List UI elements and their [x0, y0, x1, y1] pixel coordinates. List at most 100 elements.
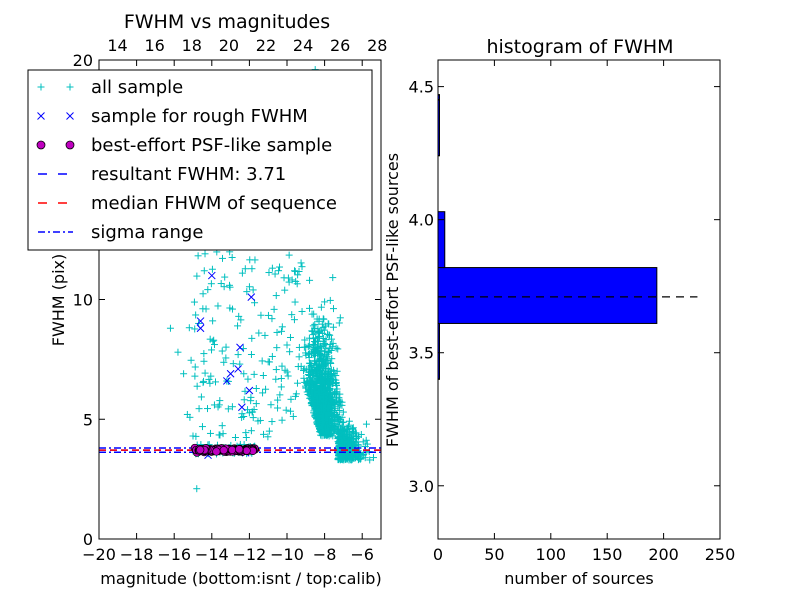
all-sample-point	[243, 288, 251, 296]
all-sample-point	[218, 422, 226, 430]
all-sample-point	[336, 425, 344, 433]
psf-like-point	[227, 445, 237, 455]
all-sample-point	[350, 429, 358, 437]
all-sample-point	[262, 385, 270, 393]
all-sample-point	[286, 333, 294, 341]
all-sample-point	[191, 372, 199, 380]
all-sample-point	[208, 265, 216, 273]
all-sample-point	[278, 362, 286, 370]
all-sample-point	[251, 256, 259, 264]
legend: all sample sample for rough FWHM best-effo…	[27, 69, 373, 251]
all-sample-point	[193, 382, 201, 390]
all-sample-point	[268, 418, 276, 426]
all-sample-point	[346, 449, 354, 457]
all-sample-point	[195, 405, 203, 413]
all-sample-point	[309, 399, 317, 407]
all-sample-point	[292, 277, 300, 285]
all-sample-point	[321, 426, 329, 434]
all-sample-point	[228, 253, 236, 261]
all-sample-point	[215, 431, 223, 439]
all-sample-point	[316, 428, 324, 436]
all-sample-point	[305, 388, 313, 396]
rough-fwhm-point	[245, 386, 254, 395]
all-sample-point	[249, 408, 257, 416]
scatter-top-tick-label: 16	[144, 36, 164, 55]
all-sample-point	[210, 401, 218, 409]
all-sample-point	[198, 423, 206, 431]
all-sample-point	[204, 286, 212, 294]
all-sample-point	[338, 398, 346, 406]
scatter-x-tick-label: −16	[157, 545, 191, 564]
rough-fwhm-point	[236, 343, 244, 352]
scatter-top-tick-label: 26	[330, 36, 350, 55]
all-sample-point	[261, 331, 269, 339]
all-sample-point	[220, 283, 228, 291]
all-sample-point	[329, 323, 337, 331]
all-sample-point	[247, 350, 255, 358]
all-sample-point	[321, 379, 329, 387]
all-sample-point	[207, 372, 215, 380]
all-sample-point	[335, 319, 343, 327]
all-sample-point	[193, 272, 201, 280]
legend-marker	[65, 140, 75, 150]
histogram-axes: histogram of FWHM 0 50 100 150 200 250 3.0 3.5…	[383, 36, 735, 588]
all-sample-point	[289, 412, 297, 420]
all-sample-point	[207, 280, 215, 288]
histogram-x-tick-label: 50	[484, 545, 504, 564]
all-sample-point	[249, 286, 257, 294]
all-sample-point	[259, 372, 267, 380]
all-sample-point	[248, 265, 256, 273]
all-sample-point	[209, 317, 217, 325]
scatter-top-tick-label: 18	[182, 36, 202, 55]
all-sample-point	[268, 352, 276, 360]
histogram-bar	[437, 267, 658, 324]
all-sample-point	[327, 359, 335, 367]
scatter-title: FWHM vs magnitudes	[124, 11, 330, 33]
all-sample-point	[295, 343, 303, 351]
all-sample-point	[361, 442, 369, 450]
all-sample-point	[313, 395, 321, 403]
all-sample-point	[264, 433, 272, 441]
all-sample-point	[324, 407, 332, 415]
all-sample-point	[314, 337, 322, 345]
all-sample-point	[281, 286, 289, 294]
all-sample-point	[315, 332, 323, 340]
all-sample-point	[324, 364, 332, 372]
all-sample-point	[343, 453, 351, 461]
legend-marker	[36, 140, 46, 150]
all-sample-point	[334, 403, 342, 411]
scatter-top-tick-label: 28	[367, 36, 387, 55]
histogram-x-tick-label: 150	[592, 545, 623, 564]
all-sample-point	[315, 417, 323, 425]
all-sample-point	[355, 455, 363, 463]
scatter-y-tick-label: 5	[83, 410, 93, 429]
all-sample-point	[290, 316, 298, 324]
all-sample-point	[287, 395, 295, 403]
all-sample-point	[332, 379, 340, 387]
all-sample-point	[214, 302, 222, 310]
rough-fwhm-point	[207, 271, 216, 280]
all-sample-point	[312, 402, 320, 410]
all-sample-point	[199, 379, 207, 387]
all-sample-point	[220, 358, 228, 366]
histogram-y-tick-label: 4.5	[409, 78, 434, 97]
all-sample-point	[369, 454, 377, 462]
all-sample-point	[308, 377, 316, 385]
all-sample-point	[291, 267, 299, 275]
legend-label: resultant FWHM: 3.71	[91, 164, 286, 185]
all-sample-point	[270, 305, 278, 313]
all-sample-point	[277, 383, 285, 391]
all-sample-point	[310, 343, 318, 351]
all-sample-point	[288, 311, 296, 319]
all-sample-point	[216, 397, 224, 405]
all-sample-point	[248, 334, 256, 342]
all-sample-point	[284, 274, 292, 282]
all-sample-point	[307, 362, 315, 370]
all-sample-point	[315, 317, 323, 325]
all-sample-point	[240, 370, 248, 378]
all-sample-point	[332, 344, 340, 352]
psf-like-cloud	[190, 443, 260, 457]
all-sample-point	[335, 406, 343, 414]
all-sample-point	[300, 365, 308, 373]
all-sample-point	[282, 406, 290, 414]
